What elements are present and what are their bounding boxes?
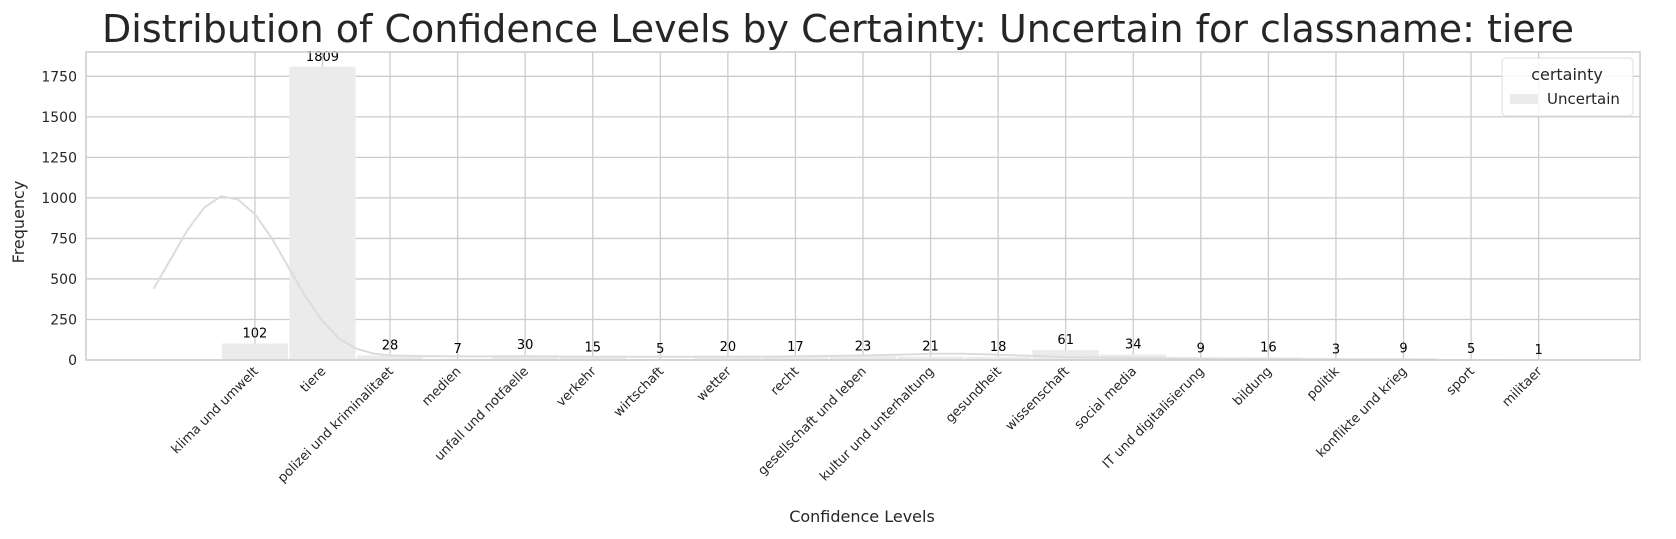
legend-title: certainty — [1531, 65, 1603, 84]
x-tick-label: bildung — [1230, 364, 1275, 409]
bar-data-label: 20 — [720, 340, 737, 355]
x-tick-label: wirtschaft — [611, 364, 667, 420]
y-tick-label: 1250 — [41, 150, 77, 166]
y-tick-label: 750 — [50, 231, 77, 247]
bar-data-label: 61 — [1057, 333, 1074, 348]
bar-data-label: 34 — [1125, 337, 1142, 352]
bar-data-label: 17 — [787, 340, 804, 355]
x-tick-label: politik — [1304, 364, 1343, 403]
bar-data-label: 16 — [1260, 340, 1277, 355]
bar-data-label: 28 — [382, 338, 399, 353]
y-tick-label: 1000 — [41, 191, 77, 207]
bar-data-label: 21 — [922, 340, 939, 355]
bar-data-label: 23 — [855, 339, 872, 354]
legend-swatch-uncertain — [1510, 94, 1538, 104]
y-tick-label: 500 — [50, 272, 77, 288]
bar — [1033, 350, 1099, 360]
x-tick-label: gesellschaft und leben — [755, 364, 869, 478]
bar-data-label: 9 — [1197, 342, 1205, 357]
bar-data-label: 5 — [1467, 342, 1475, 357]
bar-data-label: 1 — [1535, 343, 1543, 358]
bar — [289, 67, 355, 360]
x-tick-label: gesundheit — [943, 364, 1005, 426]
x-tick-label: polizei und kriminalitaet — [275, 364, 397, 486]
bar-data-label: 3 — [1332, 343, 1340, 358]
x-tick-label: wissenschaft — [1003, 364, 1073, 434]
bar-layer — [222, 67, 1572, 360]
x-tick-label: medien — [419, 364, 464, 409]
x-tick-label: tiere — [298, 364, 330, 396]
y-axis-label: Frequency — [9, 181, 28, 264]
bar-data-label: 5 — [656, 342, 664, 357]
bar-data-label: 18 — [990, 340, 1007, 355]
legend-label-uncertain: Uncertain — [1547, 90, 1620, 108]
x-tick-label: wetter — [694, 364, 735, 405]
y-tick-label: 250 — [50, 312, 77, 328]
y-tick-label: 1500 — [41, 110, 77, 126]
bar-data-label: 7 — [453, 342, 461, 357]
x-tick-label: kultur und unterhaltung — [817, 364, 937, 484]
x-tick-label: social media — [1072, 364, 1140, 432]
bar-data-label: 9 — [1399, 342, 1407, 357]
bar — [222, 343, 288, 360]
x-tick-label: recht — [768, 364, 802, 398]
x-tick-label: verkehr — [554, 364, 600, 410]
bar-data-label: 30 — [517, 338, 534, 353]
chart-title: Distribution of Confidence Levels by Cer… — [102, 7, 1574, 51]
x-tick-label: militaer — [1500, 364, 1546, 410]
x-axis-label: Confidence Levels — [789, 507, 935, 526]
x-tick-label: sport — [1444, 364, 1478, 398]
y-tick-label: 1750 — [41, 69, 77, 85]
y-tick-label: 0 — [68, 353, 77, 369]
legend: certainty Uncertain — [1502, 58, 1633, 116]
tick-layer: 0 250 500 750 1000 1250 1500 1750 klima und umwe… — [41, 69, 1546, 486]
x-tick-label: klima und umwelt — [169, 364, 262, 457]
bar-data-label: 15 — [584, 341, 601, 356]
bar-data-label: 102 — [242, 326, 267, 341]
